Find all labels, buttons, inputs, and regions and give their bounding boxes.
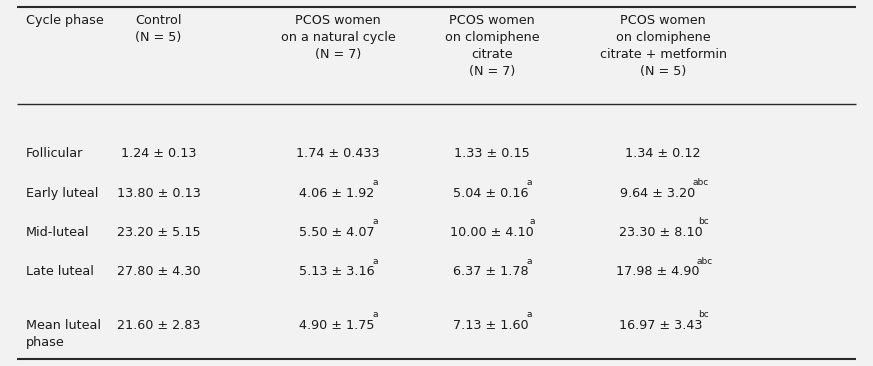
Text: 23.20 ± 5.15: 23.20 ± 5.15: [117, 226, 200, 239]
Text: Control
(N = 5): Control (N = 5): [135, 14, 182, 44]
Text: 23.30 ± 8.10: 23.30 ± 8.10: [619, 226, 703, 239]
Text: Early luteal: Early luteal: [26, 187, 99, 199]
Text: a: a: [526, 178, 532, 187]
Text: 4.06 ± 1.92: 4.06 ± 1.92: [299, 187, 375, 199]
Text: PCOS women
on clomiphene
citrate
(N = 7): PCOS women on clomiphene citrate (N = 7): [445, 14, 540, 78]
Text: 16.97 ± 3.43: 16.97 ± 3.43: [619, 319, 702, 332]
Text: 5.50 ± 4.07: 5.50 ± 4.07: [299, 226, 375, 239]
Text: 1.34 ± 0.12: 1.34 ± 0.12: [625, 147, 701, 160]
Text: 27.80 ± 4.30: 27.80 ± 4.30: [117, 265, 200, 279]
Text: 21.60 ± 2.83: 21.60 ± 2.83: [117, 319, 200, 332]
Text: bc: bc: [698, 217, 709, 226]
Text: 7.13 ± 1.60: 7.13 ± 1.60: [453, 319, 529, 332]
Text: bc: bc: [698, 310, 709, 319]
Text: PCOS women
on a natural cycle
(N = 7): PCOS women on a natural cycle (N = 7): [281, 14, 395, 61]
Text: abc: abc: [692, 178, 709, 187]
Text: 13.80 ± 0.13: 13.80 ± 0.13: [116, 187, 201, 199]
Text: 1.33 ± 0.15: 1.33 ± 0.15: [454, 147, 530, 160]
Text: 17.98 ± 4.90: 17.98 ± 4.90: [616, 265, 700, 279]
Text: a: a: [372, 310, 378, 319]
Text: abc: abc: [696, 257, 712, 265]
Text: a: a: [372, 178, 378, 187]
Text: 4.90 ± 1.75: 4.90 ± 1.75: [299, 319, 375, 332]
Text: a: a: [372, 217, 378, 226]
Text: a: a: [530, 217, 535, 226]
Text: Follicular: Follicular: [26, 147, 83, 160]
Text: 1.74 ± 0.433: 1.74 ± 0.433: [296, 147, 380, 160]
Text: Late luteal: Late luteal: [26, 265, 93, 279]
Text: PCOS women
on clomiphene
citrate + metformin
(N = 5): PCOS women on clomiphene citrate + metfo…: [600, 14, 727, 78]
Text: a: a: [372, 257, 378, 265]
Text: 5.04 ± 0.16: 5.04 ± 0.16: [453, 187, 529, 199]
Text: 5.13 ± 3.16: 5.13 ± 3.16: [299, 265, 375, 279]
Text: 10.00 ± 4.10: 10.00 ± 4.10: [450, 226, 533, 239]
Text: Cycle phase: Cycle phase: [26, 14, 104, 27]
Text: Mean luteal
phase: Mean luteal phase: [26, 319, 101, 349]
Text: a: a: [526, 257, 532, 265]
Text: a: a: [526, 310, 532, 319]
Text: Mid-luteal: Mid-luteal: [26, 226, 89, 239]
Text: 9.64 ± 3.20: 9.64 ± 3.20: [620, 187, 695, 199]
Text: 1.24 ± 0.13: 1.24 ± 0.13: [120, 147, 196, 160]
Text: 6.37 ± 1.78: 6.37 ± 1.78: [453, 265, 529, 279]
